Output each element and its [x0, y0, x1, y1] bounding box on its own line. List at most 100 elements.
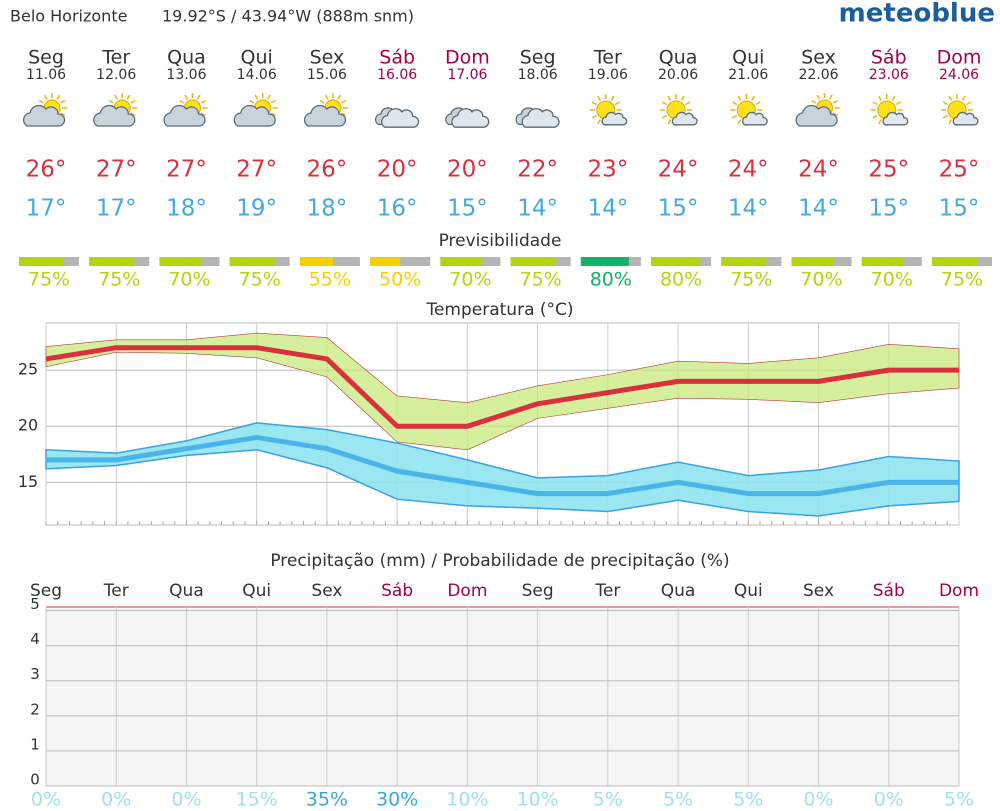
date: 16.06 [377, 67, 417, 83]
cloud [742, 111, 768, 126]
y-tick-label: 5 [30, 595, 40, 613]
min-temperature: 15° [447, 196, 488, 222]
sun-ray [661, 101, 667, 106]
sun-ray [341, 99, 347, 104]
sun-ray [737, 95, 742, 101]
sun-ray [43, 94, 48, 100]
date: 12.06 [96, 67, 136, 83]
min-temperature: 14° [728, 196, 769, 222]
sun-ray [126, 94, 131, 100]
sun-ray [832, 99, 838, 104]
predictability-bar [299, 257, 333, 266]
predictability-label: 70% [449, 269, 491, 291]
max-temperature: 27° [166, 157, 207, 183]
sun-ray [891, 95, 896, 101]
probability-label: 5% [733, 789, 763, 811]
sun-ray [816, 94, 821, 100]
sun-ray [270, 99, 277, 104]
sun-ray [130, 112, 136, 117]
x-tick-label: Ter [594, 581, 620, 601]
weather-icon [730, 94, 768, 126]
y-tick-label: 20 [18, 416, 38, 435]
predictability-label: 80% [660, 269, 702, 291]
min-temperature: 17° [26, 196, 67, 222]
max-temperature: 26° [307, 157, 348, 183]
x-tick-label: Qua [169, 581, 204, 601]
sun-ray [591, 101, 597, 106]
predictability-label: 70% [871, 269, 913, 291]
x-tick-label: Ter [103, 581, 129, 601]
predictability-bar [721, 257, 767, 266]
min-temperature: 14° [587, 196, 628, 222]
date: 23.06 [869, 67, 909, 83]
sun-ray [667, 119, 672, 125]
weekday: Dom [445, 47, 490, 69]
min-temperature: 14° [798, 196, 839, 222]
sun-ray [108, 99, 114, 104]
weather-icon [445, 107, 490, 128]
sun-ray [667, 95, 672, 101]
sun-ray [267, 94, 271, 100]
probability-label: 10% [446, 789, 488, 811]
predictability-label: 80% [590, 269, 632, 291]
sun-ray [610, 95, 615, 101]
predictability-bar [580, 257, 629, 266]
sun-ray [341, 112, 347, 117]
sun-ray [38, 99, 44, 104]
y-tick-label: 0 [30, 771, 40, 789]
predictability-bar [510, 257, 556, 266]
max-temperature: 25° [868, 157, 909, 183]
sun-ray [948, 119, 953, 125]
x-tick-label: Dom [447, 581, 487, 601]
weather-icon [660, 94, 698, 126]
range-band [45, 332, 960, 451]
cloud [163, 104, 206, 127]
weather-icon [303, 93, 348, 127]
min-temperature: 18° [307, 196, 348, 222]
sun-ray [878, 119, 882, 125]
probability-label: 0% [171, 789, 201, 811]
max-temperature: 24° [658, 157, 699, 183]
weekday: Sáb [871, 47, 907, 69]
predictability-label: 50% [379, 269, 421, 291]
date: 14.06 [237, 67, 277, 83]
sun-ray [114, 94, 118, 100]
cloud [451, 108, 490, 128]
x-tick-label: Sáb [381, 581, 413, 601]
temperature-title: Temperatura (°C) [425, 300, 573, 320]
max-temperature: 27° [236, 157, 277, 183]
weekday: Sáb [379, 47, 415, 69]
sun-ray [732, 114, 738, 119]
predictability-label: 75% [28, 269, 70, 291]
y-tick-label: 2 [30, 700, 40, 718]
sun-ray [591, 114, 597, 119]
probability-label: 10% [516, 789, 558, 811]
min-temperature: 16° [377, 196, 418, 222]
predictability-bar [19, 257, 64, 266]
predictability-bar [159, 257, 202, 266]
weather-icon [795, 93, 840, 127]
date: 18.06 [518, 67, 558, 83]
weather-icon [589, 94, 628, 126]
weather-icon [163, 93, 208, 127]
predictability-label: 55% [309, 269, 351, 291]
max-temperature: 23° [587, 157, 628, 183]
predictability-label: 70% [168, 269, 210, 291]
sun-ray [872, 114, 878, 119]
cloud [303, 104, 347, 127]
sun-ray [737, 119, 742, 125]
min-temperature: 15° [658, 196, 699, 222]
date: 15.06 [307, 67, 347, 83]
max-temperature: 27° [96, 157, 137, 183]
sun-ray [60, 112, 66, 117]
min-temperature: 17° [96, 196, 137, 222]
sun-ray [337, 94, 342, 100]
sun-ray [196, 94, 201, 100]
cloud [93, 104, 136, 127]
weather-icon [374, 107, 420, 128]
sun-ray [254, 94, 259, 100]
weekday: Sex [310, 47, 345, 69]
cloud [381, 108, 420, 128]
x-tick-label: Dom [939, 581, 979, 601]
min-temperature: 15° [939, 196, 980, 222]
